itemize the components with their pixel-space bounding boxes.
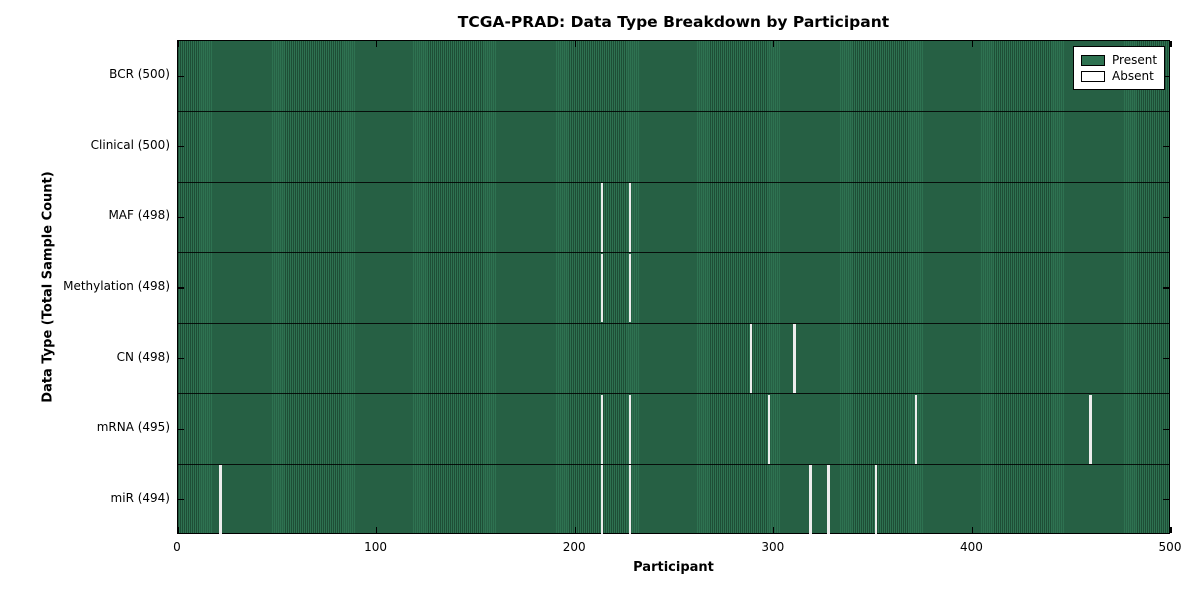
absent-gap xyxy=(914,394,918,464)
y-tick-mark xyxy=(178,75,184,77)
y-tick-mark xyxy=(1163,357,1169,360)
x-tick-mark xyxy=(574,527,576,533)
y-tick-mark xyxy=(1163,75,1169,77)
y-tick-label: BCR (500) xyxy=(109,67,170,82)
absent-gap xyxy=(628,465,632,535)
y-tick-mark xyxy=(178,499,184,501)
absent-gap xyxy=(628,253,632,323)
absent-gap xyxy=(628,182,632,252)
y-tick-label: mRNA (495) xyxy=(96,420,170,435)
row-separator xyxy=(178,252,1169,254)
y-tick-mark xyxy=(178,216,184,219)
x-tick-mark xyxy=(574,41,576,47)
x-tick-mark xyxy=(971,527,973,533)
x-tick-mark xyxy=(971,41,973,47)
y-tick-mark xyxy=(1163,216,1169,219)
x-tick-mark xyxy=(177,527,179,533)
y-tick-label: Methylation (498) xyxy=(63,279,170,293)
absent-gap xyxy=(600,182,604,252)
y-tick-mark xyxy=(1163,499,1169,501)
x-axis-label: Participant xyxy=(633,560,714,575)
x-tick-label: 0 xyxy=(173,540,181,554)
y-tick-mark xyxy=(1163,428,1169,430)
y-tick-mark xyxy=(178,287,184,289)
absent-gap xyxy=(600,253,604,323)
x-tick-label: 100 xyxy=(364,540,388,554)
absent-gap xyxy=(600,394,604,464)
absent-gap xyxy=(628,394,632,464)
absent-gap xyxy=(827,465,830,535)
absent-gap xyxy=(874,465,878,535)
x-tick-label: 300 xyxy=(761,540,785,554)
x-tick-mark xyxy=(773,527,775,533)
legend: Present Absent xyxy=(1073,46,1165,90)
legend-label-present: Present xyxy=(1112,53,1158,67)
y-tick-mark xyxy=(178,146,184,148)
y-tick-label: CN (498) xyxy=(116,349,170,364)
absent-gap xyxy=(809,465,812,535)
row-separator xyxy=(178,322,1169,324)
y-tick-label: miR (494) xyxy=(110,490,170,505)
y-tick-label: Clinical (500) xyxy=(90,137,170,152)
x-tick-mark xyxy=(1170,41,1172,47)
row-separator xyxy=(178,111,1169,113)
x-tick-label: 500 xyxy=(1158,540,1182,554)
x-tick-mark xyxy=(1170,527,1172,533)
x-tick-mark xyxy=(376,527,378,533)
absent-gap xyxy=(793,324,796,394)
row-separator xyxy=(178,393,1169,395)
y-tick-mark xyxy=(178,428,184,430)
x-tick-mark xyxy=(376,41,378,47)
plot-area xyxy=(177,40,1172,535)
chart-title: TCGA-PRAD: Data Type Breakdown by Partic… xyxy=(457,13,890,31)
row-separator xyxy=(178,463,1169,465)
legend-item-present: Present xyxy=(1081,52,1157,68)
y-tick-mark xyxy=(1163,146,1169,148)
absent-gap xyxy=(767,394,771,464)
x-tick-mark xyxy=(177,41,179,47)
y-tick-mark xyxy=(178,357,184,360)
absent-gap xyxy=(600,465,604,535)
legend-label-absent: Absent xyxy=(1112,69,1154,83)
y-tick-mark xyxy=(1163,287,1169,289)
legend-item-absent: Absent xyxy=(1081,68,1157,84)
x-tick-label: 200 xyxy=(562,540,586,554)
absent-gap xyxy=(219,465,222,535)
x-tick-mark xyxy=(773,41,775,47)
absent-swatch-icon xyxy=(1081,70,1105,82)
absent-gap xyxy=(1089,394,1092,464)
x-tick-label: 400 xyxy=(959,540,983,554)
row-separator xyxy=(178,181,1169,183)
y-tick-label: MAF (498) xyxy=(108,208,170,223)
absent-gap xyxy=(749,324,753,394)
present-swatch-icon xyxy=(1081,54,1105,66)
